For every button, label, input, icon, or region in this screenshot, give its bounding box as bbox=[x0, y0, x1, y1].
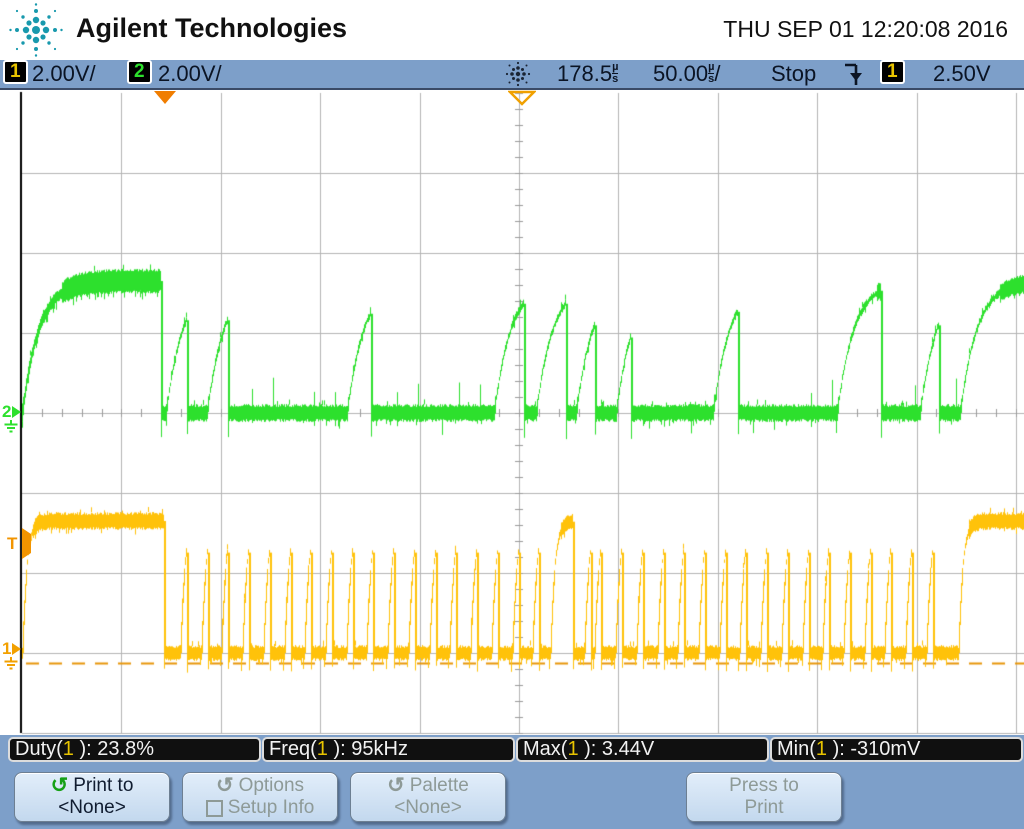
ch2-ground-marker[interactable]: 2 bbox=[2, 403, 22, 434]
trigger-position-marker-icon[interactable] bbox=[154, 91, 176, 104]
softkey-print-to[interactable]: ↺ Print to <None> bbox=[14, 772, 170, 822]
rotate-arrow-icon: ↺ bbox=[387, 774, 405, 797]
ch2-scale: 2.00V/ bbox=[158, 61, 222, 86]
agilent-logo-icon bbox=[9, 3, 63, 57]
timebase-readout: 50.00 µ s / bbox=[653, 61, 721, 86]
softkey-palette[interactable]: ↺ Palette <None> bbox=[350, 772, 506, 822]
softkey-press-to-print[interactable]: Press to Print bbox=[686, 772, 842, 822]
rotate-arrow-icon: ↺ bbox=[50, 774, 69, 797]
right-arrow-icon bbox=[22, 528, 32, 559]
brand-title: Agilent Technologies bbox=[76, 13, 348, 43]
ch1-ground-marker[interactable]: 1 bbox=[2, 640, 22, 671]
measurement-min: Min(1 ): -310mV bbox=[770, 737, 1023, 762]
delay-readout: 178.5 µ s bbox=[557, 61, 619, 86]
spark-icon bbox=[505, 61, 531, 87]
measurement-duty: Duty(1 ): 23.8% bbox=[8, 737, 261, 762]
checkbox-icon bbox=[205, 799, 223, 817]
rotate-arrow-icon: ↺ bbox=[215, 774, 234, 797]
trigger-level-readout: 2.50V bbox=[933, 61, 991, 86]
ch1-badge[interactable]: 1 bbox=[3, 60, 28, 86]
softkey-bar: ↺ Print to <None> ↺ Options Setup Info ↺ Pa… bbox=[0, 765, 1024, 829]
datetime: THU SEP 01 12:20:08 2016 bbox=[723, 16, 1008, 42]
right-arrow-icon bbox=[12, 405, 22, 418]
measurement-row: Duty(1 ): 23.8% Freq(1 ): 95kHz Max(1 ):… bbox=[0, 735, 1024, 765]
softkey-options[interactable]: ↺ Options Setup Info bbox=[182, 772, 338, 822]
right-arrow-icon bbox=[12, 642, 22, 655]
measurement-max: Max(1 ): 3.44V bbox=[516, 737, 769, 762]
trigger-level-marker[interactable]: T bbox=[7, 528, 32, 559]
status-bar: 1 2.00V/ 2 2.00V/ 178.5 µ s 50.00 µ s / Stop bbox=[0, 60, 1024, 90]
trigger-source-badge[interactable]: 1 bbox=[880, 60, 905, 86]
trigger-falling-edge-icon bbox=[845, 63, 862, 85]
measurement-freq: Freq(1 ): 95kHz bbox=[262, 737, 515, 762]
header: Agilent Technologies THU SEP 01 12:20:08… bbox=[0, 0, 1024, 60]
ch2-badge[interactable]: 2 bbox=[127, 60, 152, 86]
time-reference-marker-icon bbox=[508, 90, 536, 106]
ch1-scale: 2.00V/ bbox=[32, 61, 96, 86]
run-state: Stop bbox=[771, 61, 817, 86]
ground-icon bbox=[4, 657, 18, 670]
ground-icon bbox=[4, 420, 18, 433]
